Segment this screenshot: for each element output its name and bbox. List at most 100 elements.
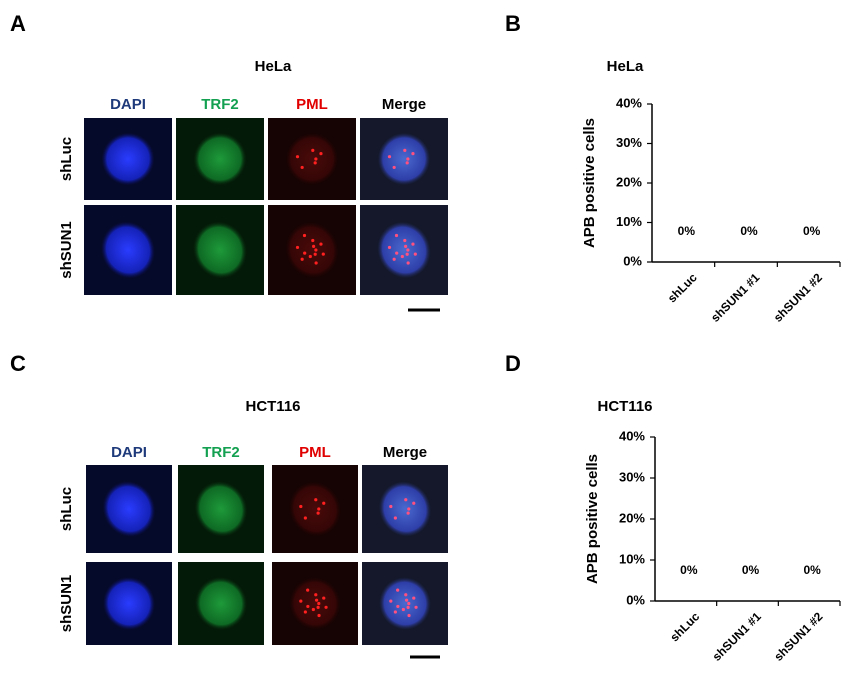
foci (306, 604, 310, 609)
foci (314, 248, 318, 252)
foci (312, 244, 316, 248)
foci (401, 607, 405, 612)
foci (396, 588, 400, 592)
y-tick-label: 10% (619, 551, 645, 566)
foci (404, 598, 409, 602)
y-tick-label: 10% (616, 214, 642, 229)
channel-label: DAPI (110, 96, 146, 113)
foci (403, 238, 407, 243)
foci (295, 155, 300, 159)
foci (392, 165, 396, 170)
foci (311, 607, 315, 612)
y-tick-label: 30% (616, 135, 642, 150)
foci (394, 233, 399, 238)
foci (322, 501, 326, 505)
foci (407, 601, 411, 606)
foci (404, 498, 408, 502)
foci (389, 504, 393, 509)
nucleus (289, 577, 341, 630)
value-label: 0% (803, 224, 821, 238)
nucleus (377, 221, 431, 279)
foci (393, 516, 397, 520)
y-tick-label: 0% (626, 592, 645, 607)
x-tick-label: shSUN1 #2 (771, 609, 825, 663)
foci (311, 238, 315, 243)
foci (319, 152, 323, 156)
foci (300, 165, 304, 170)
foci (311, 148, 315, 152)
x-tick-label: shLuc (665, 270, 700, 305)
foci (303, 516, 307, 520)
foci (314, 261, 318, 265)
row-label: shLuc (58, 487, 75, 531)
foci (396, 604, 400, 609)
nucleus (103, 577, 155, 630)
x-tick-label: shLuc (667, 609, 702, 644)
y-tick-label: 20% (616, 174, 642, 189)
foci (317, 613, 321, 618)
y-tick-label: 30% (619, 469, 645, 484)
foci (400, 254, 404, 259)
y-tick-label: 40% (619, 428, 645, 443)
channel-label: TRF2 (202, 444, 240, 461)
foci (404, 593, 408, 597)
value-label: 0% (742, 563, 760, 577)
nucleus (288, 481, 342, 537)
chart-title: HCT116 (597, 398, 652, 415)
foci (412, 501, 416, 505)
foci (392, 257, 396, 261)
foci (316, 511, 320, 515)
nucleus (285, 221, 339, 279)
channel-label: PML (299, 444, 331, 461)
foci (395, 251, 399, 255)
channel-label: Merge (383, 444, 427, 461)
nucleus (193, 132, 247, 186)
foci (313, 252, 317, 256)
foci (406, 248, 410, 252)
foci (411, 152, 415, 156)
y-tick-label: 20% (619, 510, 645, 525)
foci (324, 605, 328, 609)
y-axis-label: APB positive cells (581, 118, 598, 248)
foci (414, 605, 418, 609)
foci (302, 233, 307, 238)
foci (407, 507, 411, 511)
nucleus (285, 132, 339, 186)
foci (322, 596, 326, 600)
foci (389, 599, 393, 603)
foci (316, 605, 320, 610)
panel-label: D (505, 351, 521, 376)
foci (403, 148, 407, 152)
panel-label: B (505, 11, 521, 36)
foci (300, 257, 304, 261)
value-label: 0% (740, 224, 758, 238)
nucleus (102, 481, 156, 537)
foci (406, 605, 410, 610)
foci (303, 610, 307, 614)
foci (303, 251, 307, 255)
panel-label: A (10, 11, 26, 36)
y-axis-label: APB positive cells (584, 454, 601, 584)
foci (317, 507, 321, 511)
panel-label: C (10, 351, 26, 376)
x-tick-label: shSUN1 #2 (771, 270, 825, 324)
nucleus (101, 132, 155, 186)
foci (407, 613, 411, 618)
nucleus (379, 577, 431, 630)
channel-label: TRF2 (201, 96, 239, 113)
nucleus (378, 481, 432, 537)
foci (317, 601, 321, 606)
foci (411, 242, 415, 246)
nucleus (101, 221, 155, 279)
foci (299, 599, 303, 603)
foci (406, 261, 410, 265)
panel-title: HeLa (255, 58, 292, 75)
foci (295, 245, 300, 250)
foci (313, 161, 317, 165)
nucleus (194, 481, 248, 537)
foci (404, 244, 408, 248)
foci (314, 598, 319, 602)
value-label: 0% (678, 224, 696, 238)
foci (314, 498, 318, 502)
